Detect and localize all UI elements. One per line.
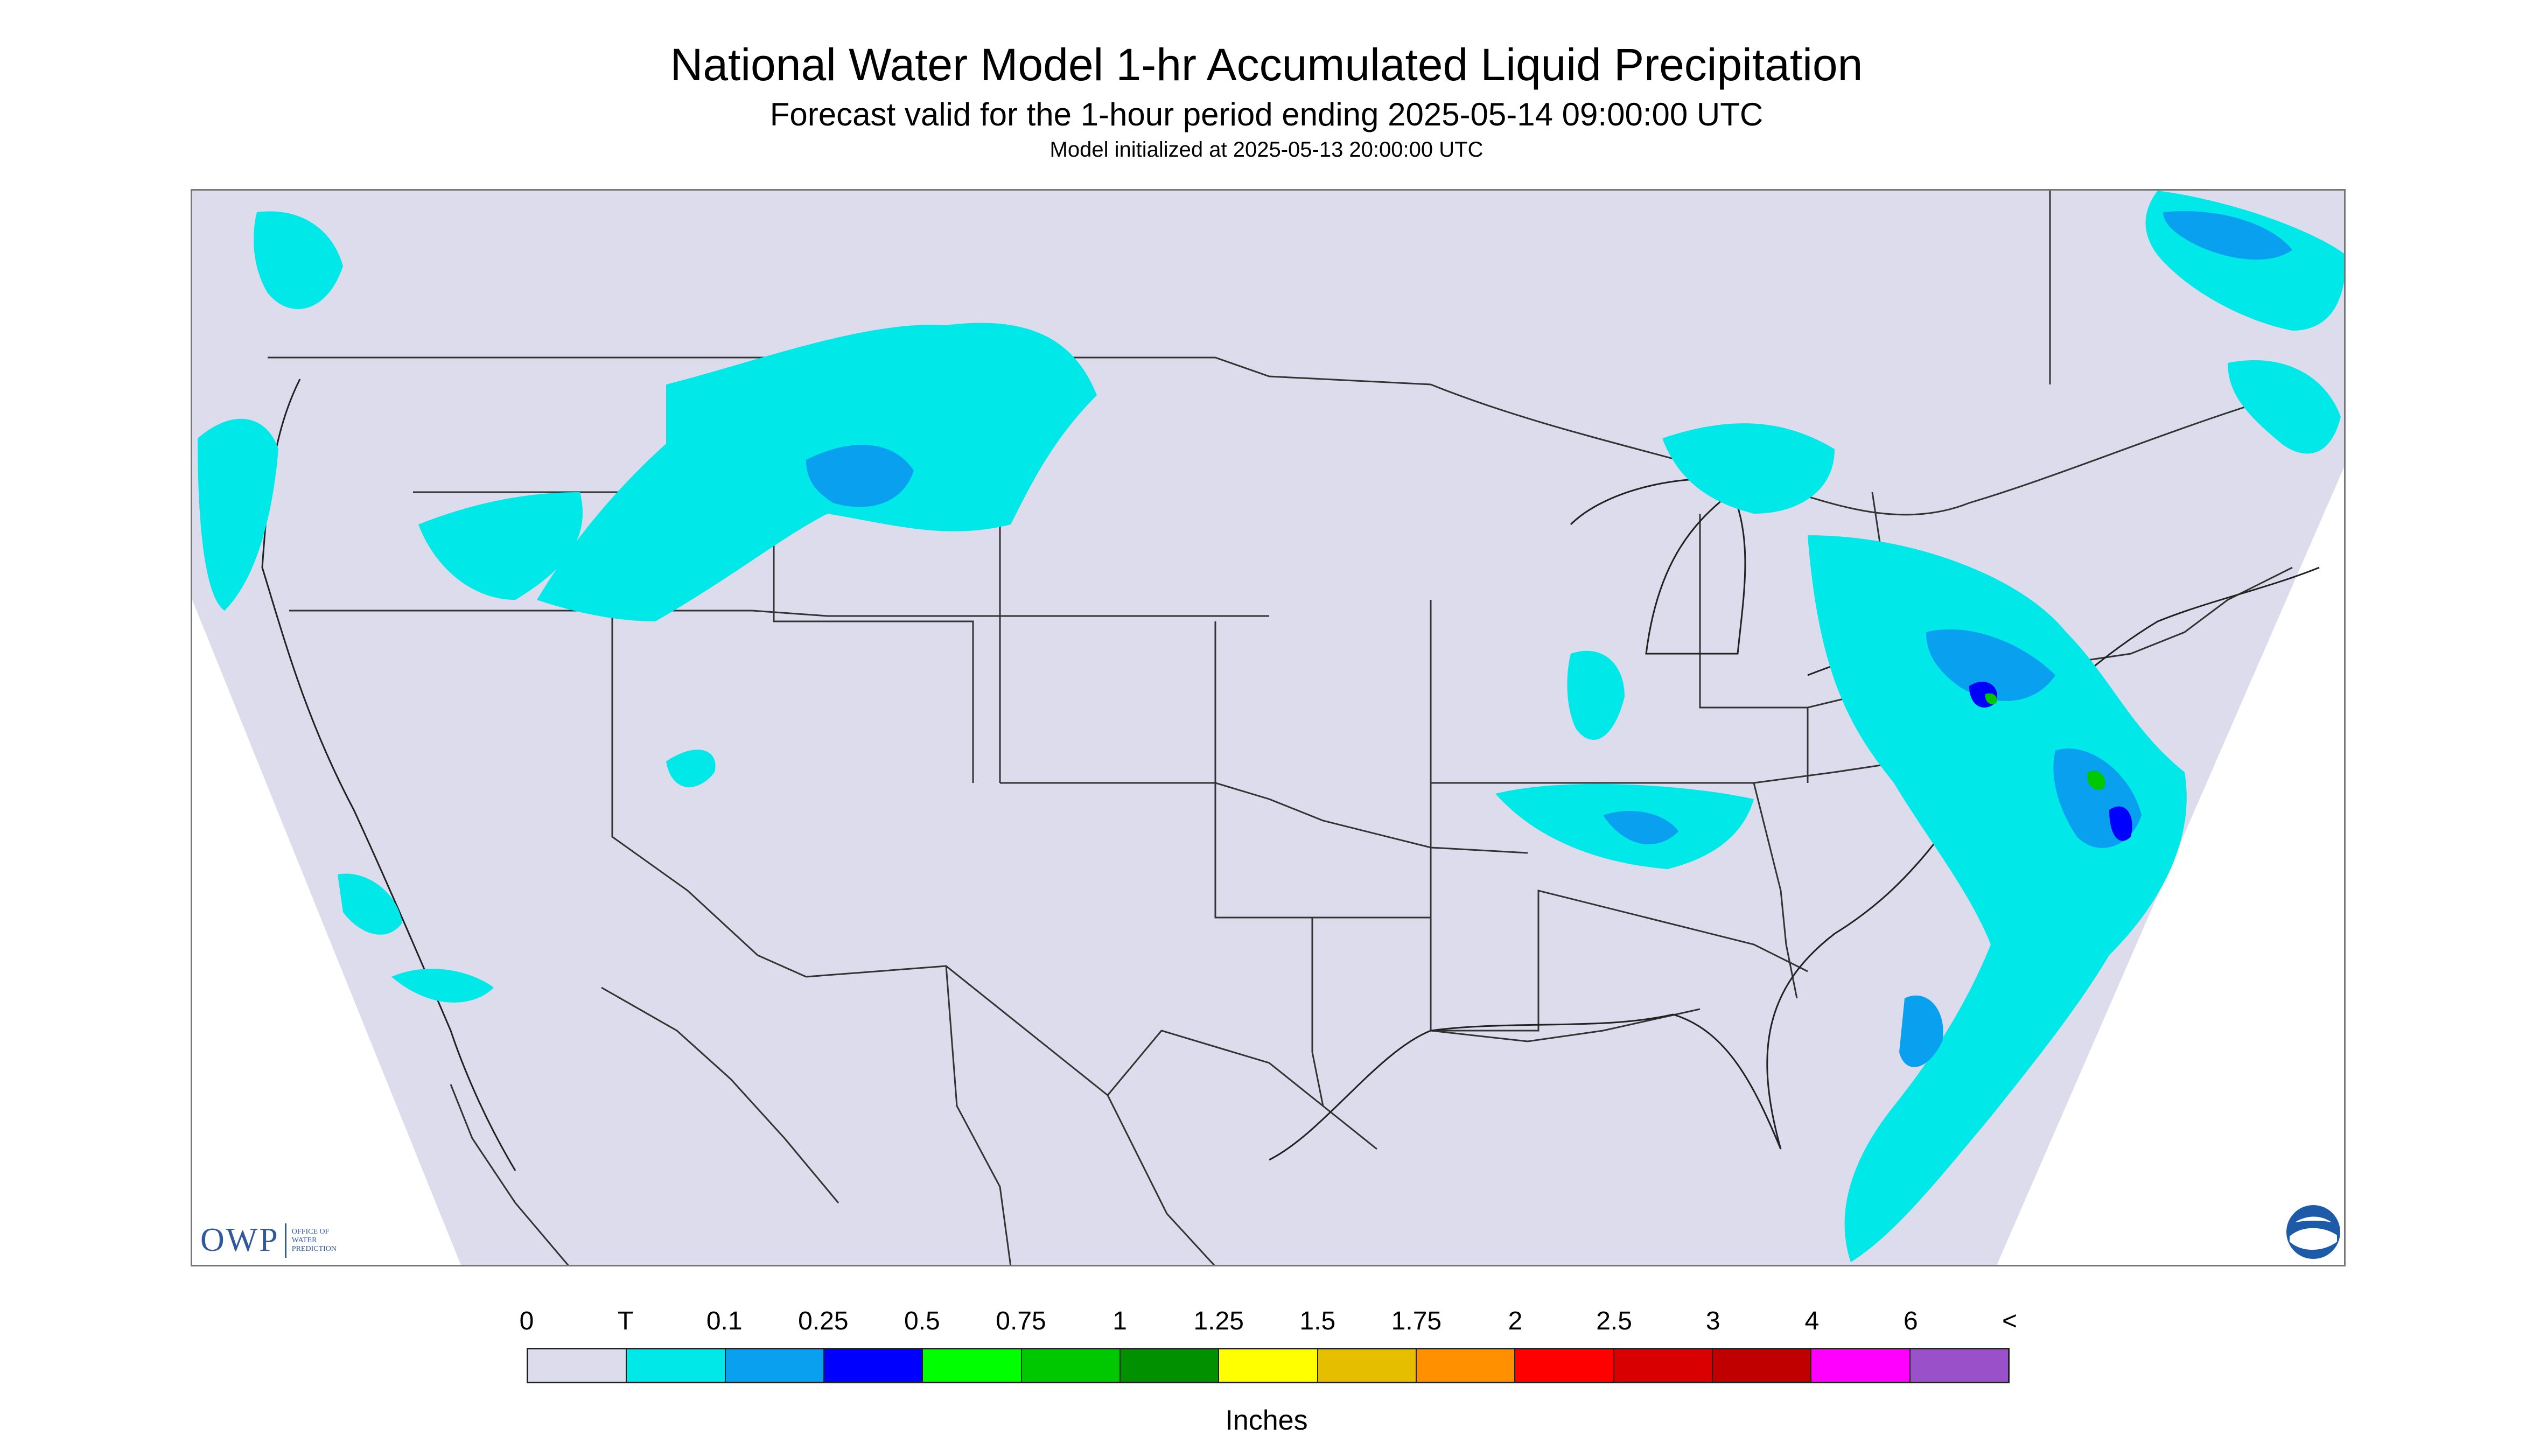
legend-label: 0.25 (798, 1307, 849, 1335)
legend-swatch (923, 1349, 1022, 1382)
legend-swatch (824, 1349, 923, 1382)
legend-label: T (617, 1307, 634, 1335)
legend-label: 3 (1705, 1307, 1720, 1335)
legend-swatch (1515, 1349, 1614, 1382)
legend-swatch (528, 1349, 627, 1382)
legend-label: 6 (1904, 1307, 1918, 1335)
map-subtitle: Forecast valid for the 1-hour period end… (769, 96, 1764, 132)
legend-label: 1.25 (1193, 1307, 1244, 1335)
legend-swatch (1614, 1349, 1713, 1382)
legend-label: 1.75 (1391, 1307, 1442, 1335)
map-title: National Water Model 1-hr Accumulated Li… (670, 39, 1863, 90)
legend-label: 0.5 (904, 1307, 940, 1335)
precip-light (806, 211, 2292, 1067)
legend-label: 4 (1804, 1307, 1820, 1335)
legend-labels: 0 T 0.1 0.25 0.5 0.75 1 1.25 1.5 1.75 2 2.5 3 4 6 < (0, 1306, 2533, 1339)
legend-label: < (2002, 1307, 2018, 1335)
legend-label: 2 (1508, 1307, 1523, 1335)
precipitation-map[interactable] (191, 189, 2346, 1266)
legend-swatch (1811, 1349, 1911, 1382)
legend-swatch (1712, 1349, 1812, 1382)
owp-logo-text: OFFICE OF WATER PREDICTION (291, 1227, 337, 1253)
legend-swatch (627, 1349, 726, 1382)
legend-units: Inches (1225, 1405, 1308, 1436)
legend-color-bar (527, 1348, 2010, 1383)
legend-label: 1 (1112, 1307, 1127, 1335)
noaa-logo-icon (2286, 1205, 2340, 1259)
legend-label: 2.5 (1596, 1307, 1632, 1335)
owp-logo-abbrev: OWP (200, 1222, 279, 1258)
legend-swatch (1416, 1349, 1516, 1382)
legend-swatch (1021, 1349, 1121, 1382)
legend-swatch (725, 1349, 824, 1382)
legend-swatch (1318, 1349, 1417, 1382)
legend-label: 0.1 (706, 1307, 743, 1335)
legend-swatch (1910, 1349, 2008, 1382)
legend-swatch (1219, 1349, 1318, 1382)
map-svg (192, 191, 2344, 1265)
legend-swatch (1120, 1349, 1220, 1382)
owp-logo: OWP OFFICE OF WATER PREDICTION (200, 1221, 346, 1259)
precip-heavy (1985, 693, 2105, 790)
legend-label: 0.75 (996, 1307, 1046, 1335)
legend-label: 0 (519, 1307, 534, 1335)
model-init-text: Model initialized at 2025-05-13 20:00:00… (1049, 138, 1484, 162)
legend-label: 1.5 (1299, 1307, 1336, 1335)
